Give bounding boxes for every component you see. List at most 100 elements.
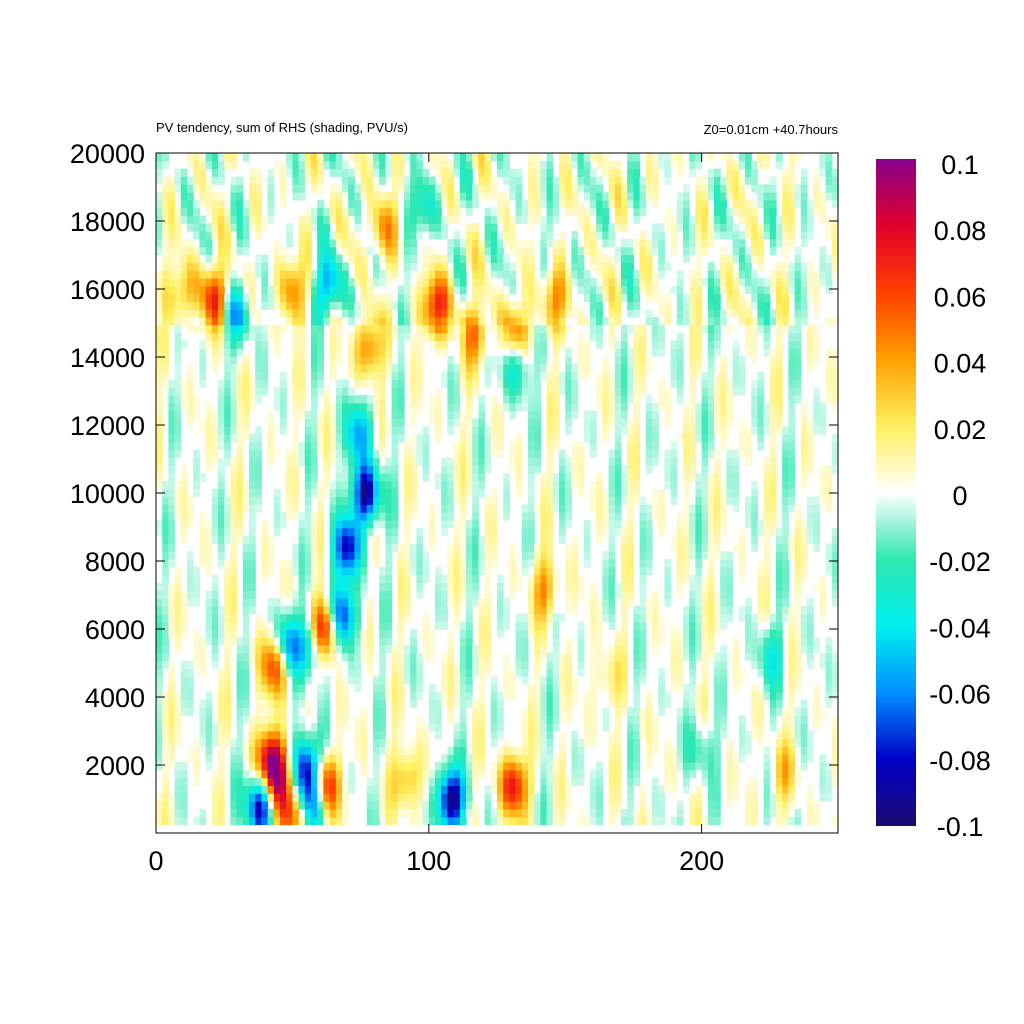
heatmap-cell — [521, 629, 529, 638]
heatmap-cell — [689, 769, 696, 779]
heatmap-cell — [311, 348, 318, 357]
heatmap-cell — [317, 527, 324, 537]
heatmap-cell — [211, 590, 219, 599]
heatmap-cell — [360, 457, 368, 466]
heatmap-cell — [602, 722, 610, 732]
heatmap-cell — [509, 769, 517, 779]
heatmap-cell — [776, 426, 783, 435]
heatmap-cell — [230, 379, 238, 388]
heatmap-cell — [435, 801, 442, 810]
heatmap-cell — [472, 301, 479, 310]
heatmap-cell — [621, 340, 628, 349]
heatmap-cell — [627, 418, 634, 427]
heatmap-cell — [447, 816, 455, 826]
heatmap-cell — [205, 590, 213, 599]
heatmap-cell — [342, 605, 349, 615]
heatmap-cell — [459, 480, 467, 490]
heatmap-cell — [726, 402, 734, 412]
heatmap-cell — [565, 801, 572, 810]
heatmap-cell — [249, 387, 256, 396]
heatmap-cell — [689, 629, 696, 638]
heatmap-cell — [236, 699, 244, 708]
heatmap-cell — [565, 551, 572, 560]
heatmap-cell — [546, 676, 554, 685]
heatmap-cell — [373, 512, 380, 521]
heatmap-cell — [472, 746, 479, 755]
heatmap-cell — [707, 801, 715, 810]
heatmap-cell — [391, 535, 399, 545]
heatmap-cell — [831, 356, 839, 365]
heatmap-cell — [174, 379, 182, 388]
heatmap-cell — [788, 722, 796, 732]
heatmap-cell — [273, 488, 281, 498]
heatmap-cell — [528, 395, 535, 404]
heatmap-cell — [825, 668, 833, 677]
heatmap-cell — [267, 746, 275, 755]
heatmap-cell — [453, 691, 461, 701]
heatmap-cell — [416, 559, 424, 568]
heatmap-cell — [583, 519, 591, 529]
heatmap-cell — [323, 316, 331, 326]
heatmap-cell — [788, 402, 796, 412]
heatmap-cell — [497, 402, 504, 412]
heatmap-cell — [509, 574, 517, 584]
heatmap-cell — [354, 598, 362, 607]
heatmap-cell — [503, 473, 510, 482]
heatmap-cell — [428, 808, 436, 818]
heatmap-cell — [757, 309, 765, 318]
heatmap-cell — [267, 715, 275, 724]
heatmap-cell — [397, 426, 405, 435]
heatmap-cell — [236, 738, 244, 748]
heatmap-cell — [335, 543, 343, 552]
heatmap-cell — [224, 356, 231, 365]
heatmap-cell — [521, 559, 529, 568]
heatmap-cell — [193, 590, 200, 599]
heatmap-cell — [236, 332, 244, 341]
heatmap-cell — [156, 683, 163, 693]
heatmap-cell — [397, 676, 405, 685]
heatmap-cell — [670, 660, 678, 669]
heatmap-cell — [342, 504, 349, 513]
heatmap-cell — [546, 660, 554, 669]
heatmap-cell — [738, 434, 746, 443]
heatmap-cell — [242, 691, 250, 701]
heatmap-cell — [379, 473, 386, 482]
heatmap-cell — [335, 605, 343, 615]
heatmap-cell — [249, 488, 256, 498]
heatmap-cell — [416, 449, 424, 459]
heatmap-cell — [255, 379, 262, 388]
heatmap-cell — [683, 543, 690, 552]
heatmap-cell — [726, 480, 734, 490]
heatmap-cell — [404, 559, 411, 568]
heatmap-cell — [497, 707, 504, 716]
heatmap-cell — [354, 629, 362, 638]
heatmap-cell — [156, 668, 163, 677]
heatmap-cell — [707, 762, 715, 771]
heatmap-cell — [757, 387, 765, 396]
heatmap-cell — [428, 512, 436, 521]
heatmap-cell — [583, 738, 591, 748]
heatmap-cell — [701, 762, 709, 771]
heatmap-cell — [472, 387, 479, 396]
heatmap-cell — [726, 801, 734, 810]
heatmap-cell — [292, 348, 300, 357]
heatmap-cell — [695, 519, 703, 529]
heatmap-cell — [224, 348, 231, 357]
heatmap-cell — [156, 348, 163, 357]
heatmap-cell — [447, 699, 455, 708]
heatmap-cell — [751, 504, 758, 513]
heatmap-cell — [416, 769, 424, 779]
heatmap-cell — [534, 379, 541, 388]
heatmap-cell — [366, 496, 374, 505]
heatmap-cell — [373, 722, 380, 732]
heatmap-cell — [317, 785, 324, 794]
heatmap-cell — [335, 644, 343, 654]
heatmap-cell — [546, 309, 554, 318]
heatmap-cell — [242, 808, 250, 818]
heatmap-cell — [466, 410, 473, 420]
heatmap-cell — [602, 707, 610, 716]
heatmap-cell — [639, 387, 647, 396]
heatmap-cell — [552, 410, 560, 420]
heatmap-cell — [596, 496, 603, 505]
heatmap-cell — [329, 762, 337, 771]
